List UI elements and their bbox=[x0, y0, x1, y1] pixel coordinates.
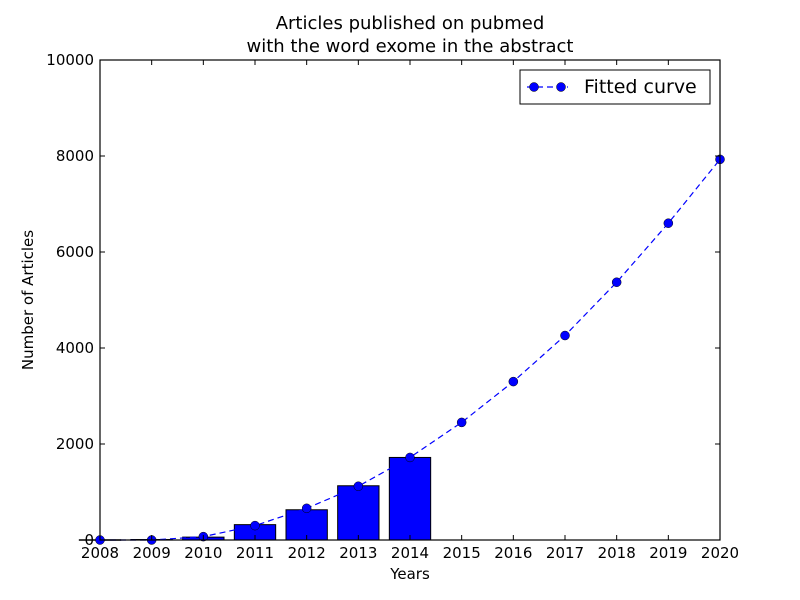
y-tick-label: 4000 bbox=[56, 339, 94, 357]
fitted-curve-point-2014 bbox=[405, 452, 415, 463]
fitted-curve-point-2015 bbox=[456, 417, 467, 428]
fitted-curve-point-2012 bbox=[301, 503, 312, 514]
y-tick-label: 8000 bbox=[56, 147, 94, 165]
x-tick-label: 2017 bbox=[546, 544, 584, 562]
fitted-curve-point-2019 bbox=[663, 218, 674, 228]
x-tick-label: 2020 bbox=[701, 544, 739, 562]
y-axis-label: Number of Articles bbox=[19, 230, 37, 370]
bar-2012 bbox=[285, 509, 328, 541]
x-tick-label: 2009 bbox=[133, 544, 171, 562]
x-tick-label: 2014 bbox=[391, 544, 429, 562]
y-tick-label: 2000 bbox=[56, 435, 94, 453]
x-tick-label: 2018 bbox=[598, 544, 636, 562]
y-tick-label: 6000 bbox=[56, 243, 94, 261]
chart-title-line1: Articles published on pubmed bbox=[275, 13, 545, 34]
x-tick-label: 2013 bbox=[339, 544, 377, 562]
legend-label-fitted-curve: Fitted curve bbox=[584, 76, 697, 98]
x-axis-label: Years bbox=[389, 565, 430, 583]
legend-marker bbox=[529, 82, 539, 92]
x-tick-label: 2010 bbox=[184, 544, 222, 562]
x-tick-label: 2011 bbox=[236, 544, 274, 562]
ticks-layer: 2008 2009 2010 2011 2012 2013 2014 2015 2016 2017… bbox=[46, 51, 739, 562]
x-tick-label: 2016 bbox=[494, 544, 532, 562]
bar-2013 bbox=[337, 485, 380, 541]
y-tick-label: 10000 bbox=[46, 51, 94, 69]
fitted-curve-point-2011 bbox=[250, 520, 260, 531]
fitted-curve-point-2013 bbox=[353, 481, 364, 491]
x-tick-label: 2019 bbox=[649, 544, 687, 562]
y-tick-label: 0 bbox=[84, 531, 94, 549]
fitted-curve-point-2018 bbox=[611, 277, 622, 287]
fitted-curve-point-2017 bbox=[560, 330, 570, 341]
legend-marker bbox=[556, 82, 566, 92]
bars-layer bbox=[78, 456, 432, 541]
bar-2014 bbox=[388, 456, 432, 541]
chart-title-line2: with the word exome in the abstract bbox=[246, 36, 574, 57]
x-tick-label: 2012 bbox=[288, 544, 326, 562]
x-tick-label: 2015 bbox=[443, 544, 481, 562]
legend: Fitted curve bbox=[519, 69, 711, 105]
fitted-curve-point-2016 bbox=[508, 376, 519, 387]
x-tick-label: 2008 bbox=[81, 544, 119, 562]
